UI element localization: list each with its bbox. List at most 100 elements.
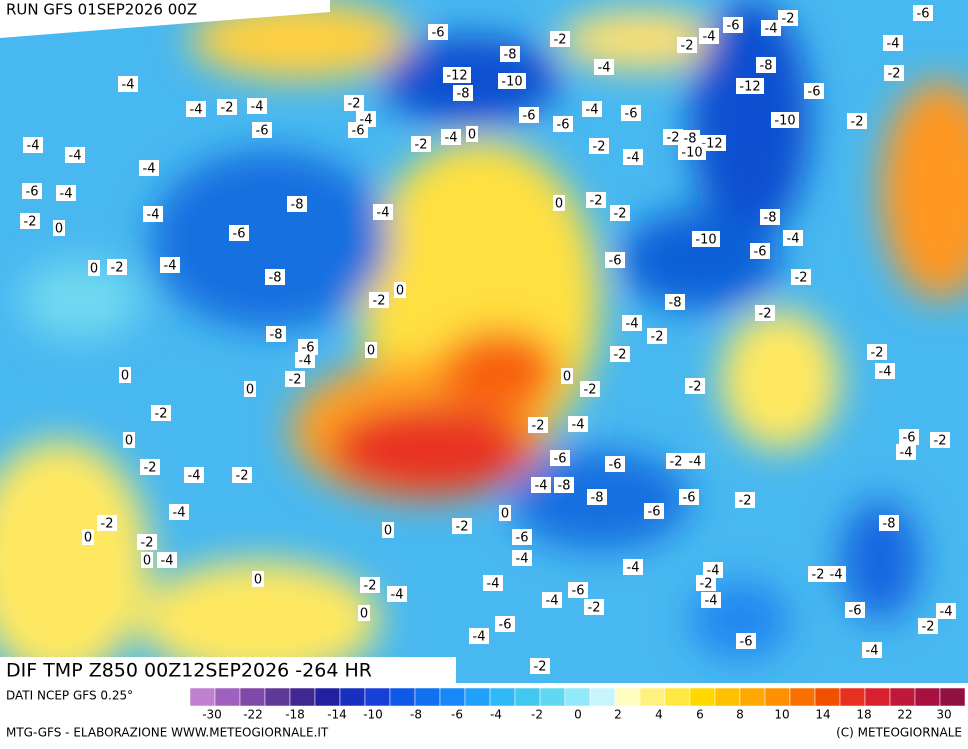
contour-label: -6 [903, 431, 916, 446]
label-box [622, 315, 642, 331]
contour-label: -6 [683, 491, 696, 506]
label-box [553, 195, 565, 211]
contour-label: -10 [681, 146, 702, 161]
contour-label: -8 [504, 48, 517, 63]
contour-label: -8 [269, 271, 282, 286]
label-box [883, 35, 903, 51]
contour-label: -6 [609, 458, 622, 473]
colorbar-swatch [189, 687, 216, 707]
copyright-text: (C) METEOGIORNALE [836, 726, 962, 740]
contour-label: -6 [499, 618, 512, 633]
label-box [452, 518, 472, 534]
label-box [678, 144, 706, 160]
colorbar-swatch [414, 687, 441, 707]
contour-label: -4 [940, 605, 953, 620]
colorbar-swatch [264, 687, 291, 707]
contour-label: -2 [348, 97, 361, 112]
colorbar-swatch [339, 687, 366, 707]
label-box [699, 28, 719, 44]
label-box [22, 183, 42, 199]
contour-label: -6 [740, 635, 753, 650]
contour-label: -4 [147, 208, 160, 223]
contour-label: -6 [572, 584, 585, 599]
label-box [298, 339, 318, 355]
label-box [139, 160, 159, 176]
label-box [680, 130, 700, 146]
contour-label: -10 [501, 75, 522, 90]
label-box [252, 122, 272, 138]
contour-label: -4 [627, 151, 640, 166]
contour-label: 0 [384, 524, 392, 539]
label-box [443, 67, 471, 83]
label-box [65, 147, 85, 163]
contour-label: -2 [782, 12, 795, 27]
contour-label: -4 [900, 446, 913, 461]
colorbar-tick-label: 8 [736, 708, 744, 722]
contour-label: -8 [591, 491, 604, 506]
contour-label: 0 [143, 554, 151, 569]
contour-label: -4 [866, 644, 879, 659]
label-box [387, 586, 407, 602]
contour-label: -4 [188, 469, 201, 484]
label-box [542, 592, 562, 608]
contour-label: 0 [367, 344, 375, 359]
contour-label: -2 [670, 455, 683, 470]
contour-label: -6 [849, 604, 862, 619]
label-box [589, 138, 609, 154]
label-box [736, 633, 756, 649]
contour-label: -4 [164, 259, 177, 274]
colorbar-tick-label: 18 [856, 708, 871, 722]
label-box [56, 185, 76, 201]
label-box [804, 83, 824, 99]
contour-label: -4 [689, 455, 702, 470]
label-box [97, 515, 117, 531]
label-box [605, 456, 625, 472]
label-box [594, 59, 614, 75]
contour-label: -2 [101, 517, 114, 532]
label-box [411, 136, 431, 152]
label-box [252, 571, 264, 587]
label-box [287, 196, 307, 212]
colorbar-tick-label: 4 [655, 708, 663, 722]
contour-label: -2 [614, 207, 627, 222]
contour-label: -4 [546, 594, 559, 609]
contour-label: -4 [299, 354, 312, 369]
contour-label: -6 [609, 254, 622, 269]
contour-label: 0 [563, 370, 571, 385]
label-box [735, 492, 755, 508]
contour-label: -4 [251, 100, 264, 115]
label-box [644, 503, 664, 519]
label-box [107, 259, 127, 275]
label-box [696, 575, 716, 591]
colorbar-swatch [789, 687, 816, 707]
label-box [466, 126, 478, 142]
label-box [495, 616, 515, 632]
colorbar-swatch [664, 687, 691, 707]
label-box [184, 467, 204, 483]
contour-label: -6 [917, 7, 930, 22]
contour-label: -6 [557, 118, 570, 133]
colorbar-tick-label: -22 [243, 708, 263, 722]
label-box [568, 416, 588, 432]
label-box [498, 73, 526, 89]
label-box [760, 209, 780, 225]
contour-label: -2 [554, 33, 567, 48]
label-box [808, 566, 828, 582]
label-box [701, 592, 721, 608]
contour-label: 0 [254, 573, 262, 588]
colorbar-swatch [889, 687, 916, 707]
label-box [394, 282, 406, 298]
contour-label: -4 [487, 577, 500, 592]
contour-label: -2 [851, 115, 864, 130]
label-box [88, 260, 100, 276]
label-box [582, 101, 602, 117]
label-box [756, 57, 776, 73]
contour-label: -12 [446, 69, 467, 84]
colorbar-tick-label: -10 [363, 708, 383, 722]
label-box [186, 101, 206, 117]
contour-label: -2 [590, 194, 603, 209]
contour-label: -4 [879, 365, 892, 380]
label-box [685, 453, 705, 469]
colorbar-swatch [314, 687, 341, 707]
colorbar-tick-label: -8 [410, 708, 422, 722]
